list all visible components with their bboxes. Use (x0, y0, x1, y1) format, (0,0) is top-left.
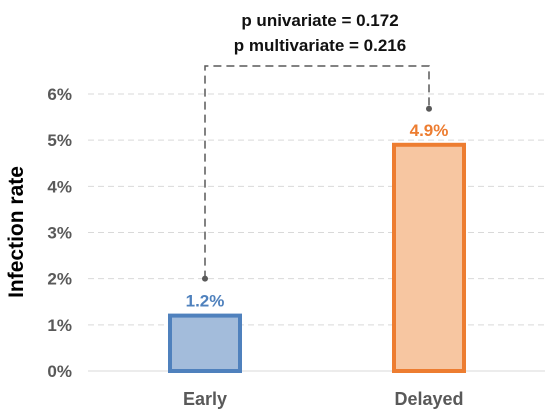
y-tick-label: 1% (47, 316, 72, 335)
bracket-endpoint-delayed (426, 105, 432, 112)
bracket-endpoint-early (202, 275, 208, 282)
bar-early (168, 313, 242, 374)
y-axis-label: Infection rate (5, 166, 28, 298)
y-tick-label: 6% (47, 85, 72, 104)
y-tick-label: 5% (47, 131, 72, 150)
y-tick-label: 0% (47, 362, 72, 381)
significance-bracket (202, 65, 432, 282)
p-univariate-annotation: p univariate = 0.172 (241, 11, 398, 30)
bars: 1.2% Early 4.9% Delayed (168, 121, 466, 409)
gridlines (88, 93, 545, 326)
y-tick-label: 3% (47, 224, 72, 243)
y-tick-label: 4% (47, 177, 72, 196)
data-label-early: 1.2% (186, 292, 225, 311)
x-tick-label-early: Early (183, 389, 227, 409)
bar-delayed (392, 142, 466, 373)
y-axis-ticks: 0% 1% 2% 3% 4% 5% 6% (47, 85, 72, 381)
y-tick-label: 2% (47, 270, 72, 289)
data-label-delayed: 4.9% (410, 121, 449, 140)
x-tick-label-delayed: Delayed (394, 389, 463, 409)
p-multivariate-annotation: p multivariate = 0.216 (234, 36, 406, 55)
bracket-line (204, 65, 430, 279)
